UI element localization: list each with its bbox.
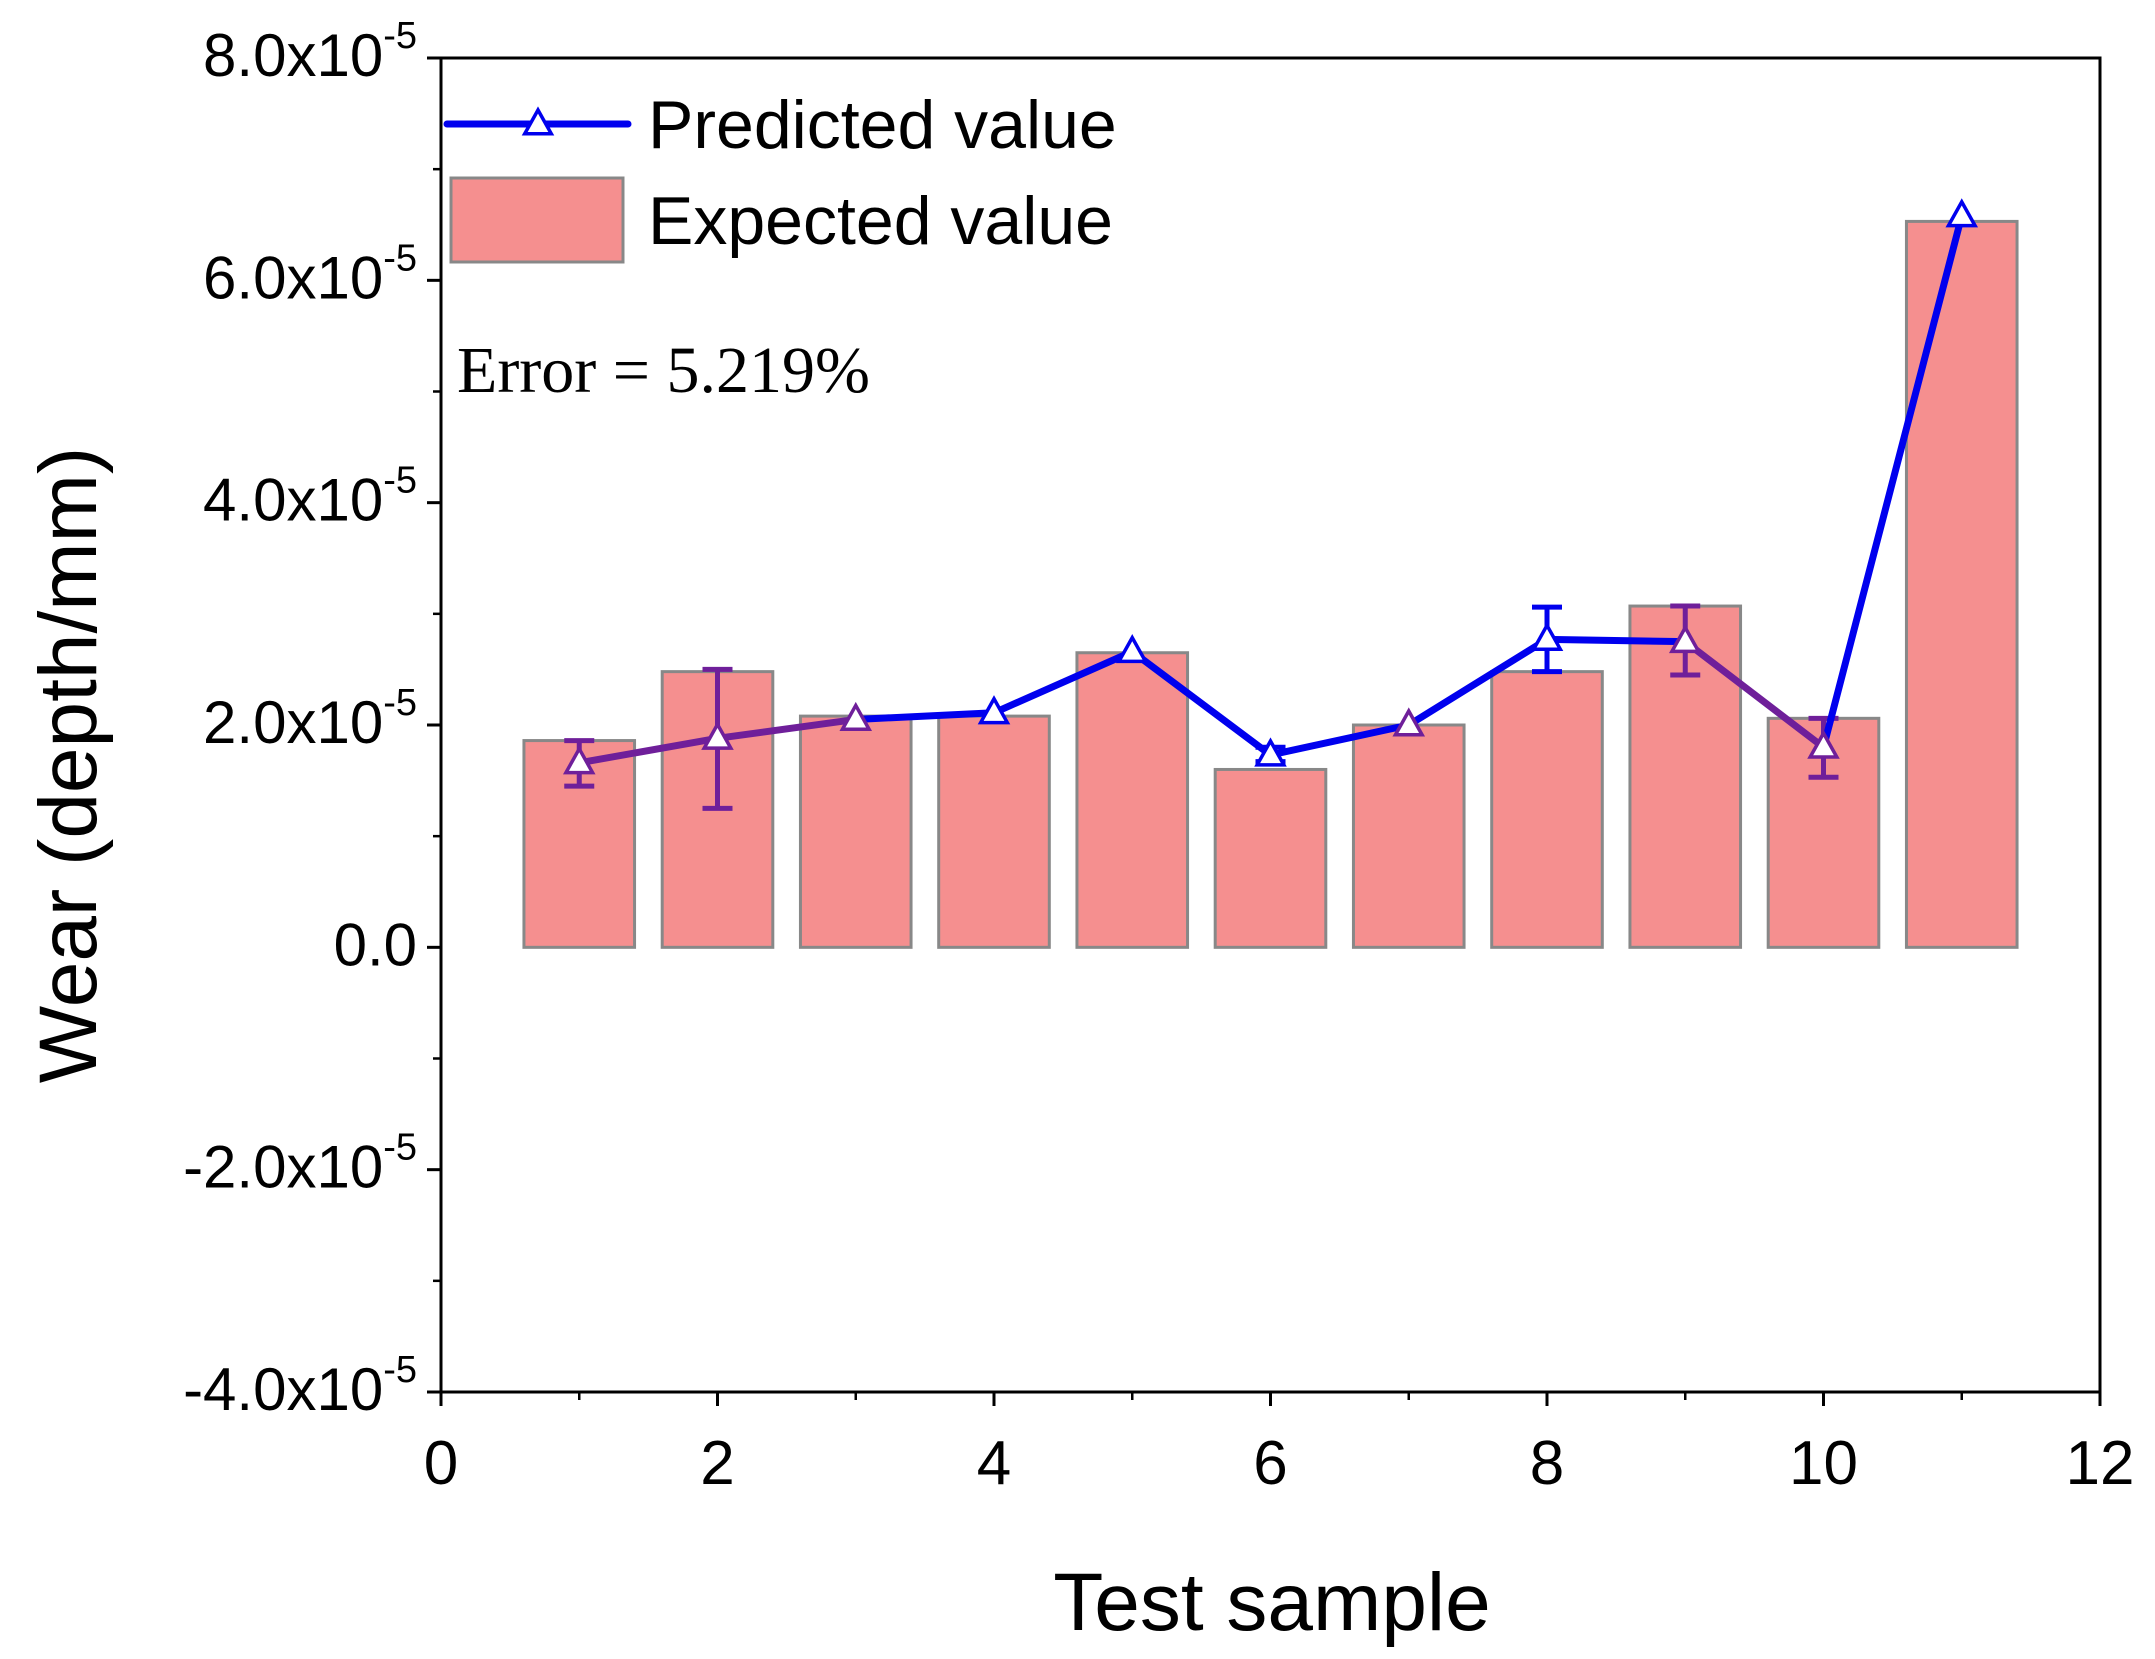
y-tick-label: 6.0x10-5 (203, 237, 417, 311)
y-tick-mantissa: 0.0 (334, 911, 417, 978)
x-tick-label: 12 (2066, 1429, 2135, 1498)
legend: Predicted value Expected value (443, 87, 1117, 264)
legend-label-expected: Expected value (648, 183, 1113, 259)
y-tick-mantissa: -4.0x10 (183, 1356, 383, 1423)
x-tick-label: 10 (1789, 1429, 1858, 1498)
y-tick-label: 2.0x10-5 (203, 682, 417, 756)
axes-layer: 8.0x10-56.0x10-54.0x10-52.0x10-50.0-2.0x… (183, 15, 2134, 1498)
predicted-line-layer (575, 212, 1966, 767)
y-tick-label: -4.0x10-5 (183, 1349, 417, 1423)
y-tick-mantissa: 2.0x10 (203, 689, 383, 756)
predicted-point-sample-2 (701, 720, 734, 750)
predicted-point-sample-10 (1807, 729, 1840, 759)
x-tick-label: 2 (700, 1429, 734, 1498)
bar-sample-10 (1766, 716, 1881, 949)
x-tick-label: 6 (1253, 1429, 1287, 1498)
predicted-point-sample-11 (1945, 198, 1979, 228)
x-tick-label: 0 (424, 1429, 458, 1498)
y-tick-mantissa: -2.0x10 (183, 1134, 383, 1201)
predicted-point-sample-5 (1115, 634, 1149, 664)
y-tick-label: 0.0 (334, 911, 417, 978)
predicted-line-segment-6 (1267, 721, 1413, 759)
y-tick-mantissa: 4.0x10 (203, 467, 383, 534)
y-tick-exponent: -5 (383, 682, 417, 724)
y-tick-exponent: -5 (383, 460, 417, 502)
error-annotation: Error = 5.219% (457, 334, 870, 407)
predicted-point-sample-6 (1254, 737, 1287, 767)
y-tick-mantissa: 8.0x10 (203, 22, 383, 89)
predicted-point-sample-8 (1530, 621, 1564, 651)
bar-sample-8 (1490, 670, 1604, 949)
y-tick-label: 8.0x10-5 (203, 15, 417, 89)
predicted-point-sample-4 (977, 695, 1011, 725)
y-tick-label: 4.0x10-5 (203, 460, 417, 534)
predicted-point-sample-9 (1668, 624, 1702, 654)
predicted-point-sample-3 (839, 701, 873, 731)
bar-sample-6 (1213, 767, 1328, 949)
predicted-line-segment-3 (852, 709, 998, 723)
x-tick-label: 4 (977, 1429, 1011, 1498)
y-tick-mantissa: 6.0x10 (203, 244, 383, 311)
legend-bar-swatch (449, 176, 625, 264)
y-axis-label: Wear (depth/mm) (23, 447, 114, 1083)
y-tick-exponent: -5 (383, 1127, 417, 1169)
markers-layer (562, 198, 1979, 775)
bar-sample-7 (1351, 723, 1466, 949)
x-axis-label: Test sample (1053, 1557, 1491, 1648)
predicted-line-segment-1 (575, 734, 721, 767)
bar-sample-5 (1075, 651, 1190, 949)
legend-marker-swatch (521, 106, 555, 136)
predicted-point-sample-1 (562, 745, 596, 775)
predicted-line-segment-5 (1128, 648, 1274, 759)
bar-sample-3 (798, 714, 913, 949)
predicted-line-segment-9 (1681, 638, 1827, 751)
predicted-line-segment-10 (1820, 212, 1966, 751)
bar-sample-11 (1904, 219, 2019, 949)
predicted-line-segment-8 (1543, 635, 1689, 646)
predicted-point-sample-7 (1392, 707, 1426, 737)
y-tick-label: -2.0x10-5 (183, 1127, 417, 1201)
legend-label-predicted: Predicted value (648, 87, 1117, 163)
y-tick-exponent: -5 (383, 15, 417, 57)
bar-sample-4 (937, 714, 1051, 949)
x-tick-label: 8 (1530, 1429, 1564, 1498)
predicted-line-segment-7 (1405, 635, 1551, 729)
predicted-line-segment-2 (714, 715, 860, 742)
y-tick-exponent: -5 (383, 1349, 417, 1391)
predicted-line-segment-4 (990, 648, 1136, 717)
y-tick-exponent: -5 (383, 237, 417, 279)
bars-layer (522, 219, 2019, 949)
